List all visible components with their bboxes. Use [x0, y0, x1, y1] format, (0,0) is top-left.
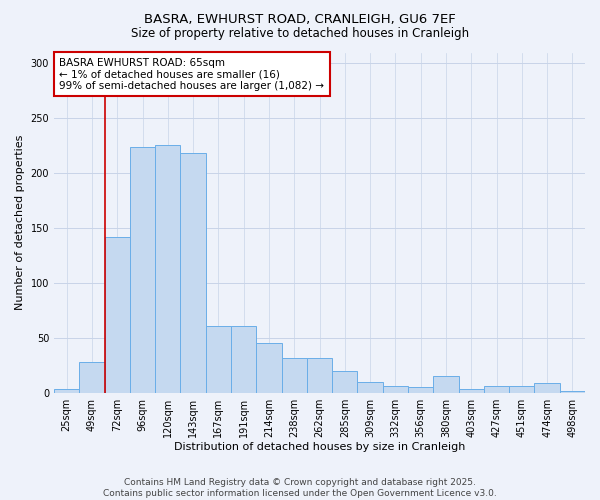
Bar [535, 383, 560, 392]
Bar [130, 147, 155, 392]
Bar [281, 358, 307, 392]
Bar [307, 358, 332, 392]
Bar [181, 154, 206, 392]
Bar [231, 326, 256, 392]
Bar [332, 371, 358, 392]
Text: BASRA, EWHURST ROAD, CRANLEIGH, GU6 7EF: BASRA, EWHURST ROAD, CRANLEIGH, GU6 7EF [144, 12, 456, 26]
Bar [104, 237, 130, 392]
Bar [433, 376, 458, 392]
Bar [408, 387, 433, 392]
Bar [206, 326, 231, 392]
Bar [383, 386, 408, 392]
Text: Contains HM Land Registry data © Crown copyright and database right 2025.
Contai: Contains HM Land Registry data © Crown c… [103, 478, 497, 498]
Bar [155, 144, 181, 392]
Bar [560, 390, 585, 392]
Bar [54, 390, 79, 392]
Bar [358, 382, 383, 392]
Text: Size of property relative to detached houses in Cranleigh: Size of property relative to detached ho… [131, 28, 469, 40]
X-axis label: Distribution of detached houses by size in Cranleigh: Distribution of detached houses by size … [174, 442, 465, 452]
Bar [256, 344, 281, 392]
Bar [79, 362, 104, 392]
Bar [484, 386, 509, 392]
Y-axis label: Number of detached properties: Number of detached properties [15, 135, 25, 310]
Text: BASRA EWHURST ROAD: 65sqm
← 1% of detached houses are smaller (16)
99% of semi-d: BASRA EWHURST ROAD: 65sqm ← 1% of detach… [59, 58, 325, 91]
Bar [458, 390, 484, 392]
Bar [509, 386, 535, 392]
